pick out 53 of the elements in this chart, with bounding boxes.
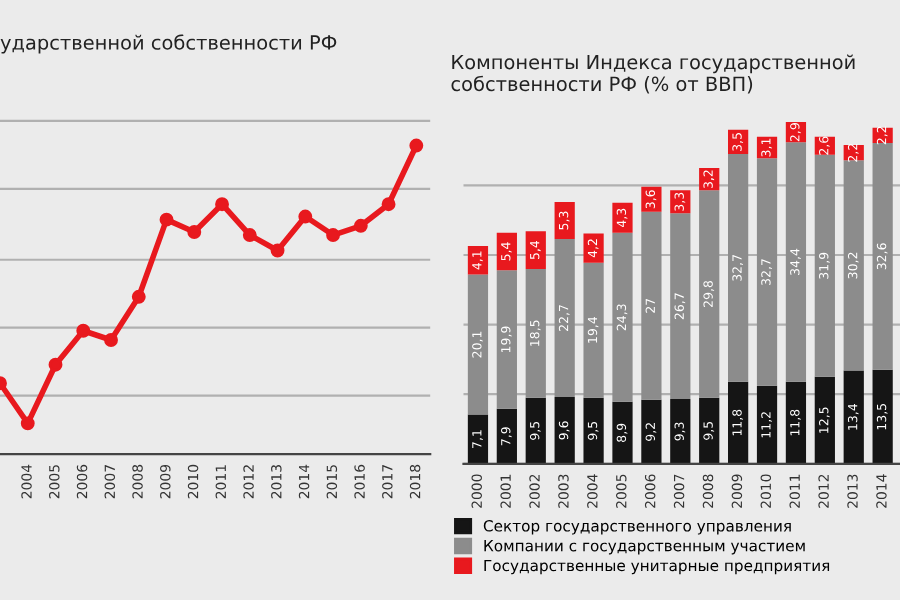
chart-title: Компоненты Индекса государственной собственности РФ (% от ВВП) xyxy=(451,54,855,94)
bar xyxy=(843,370,864,464)
bar xyxy=(641,399,662,464)
bar xyxy=(583,262,604,398)
bar xyxy=(728,381,749,464)
bar xyxy=(525,231,546,269)
point xyxy=(48,357,63,372)
bar xyxy=(670,399,691,464)
bar xyxy=(670,213,691,400)
bar xyxy=(583,233,604,263)
bar xyxy=(843,160,864,371)
point xyxy=(215,197,229,212)
point xyxy=(270,243,285,258)
point xyxy=(326,228,340,243)
point xyxy=(353,218,368,233)
bar xyxy=(699,190,720,398)
point xyxy=(104,333,118,347)
bar xyxy=(814,376,835,464)
bar xyxy=(785,142,807,382)
point xyxy=(20,416,35,431)
bar xyxy=(641,186,662,212)
bar xyxy=(467,414,489,464)
bar xyxy=(641,211,662,400)
bar xyxy=(467,274,489,415)
point xyxy=(76,323,91,338)
bar xyxy=(496,408,517,464)
bar xyxy=(756,385,778,464)
point xyxy=(242,228,257,243)
point xyxy=(159,212,174,227)
bar xyxy=(699,397,720,464)
bar xyxy=(612,401,633,464)
point xyxy=(187,225,202,239)
bar xyxy=(814,154,835,377)
bar xyxy=(872,142,893,370)
bar xyxy=(756,158,778,386)
point xyxy=(381,197,396,212)
point xyxy=(409,138,424,153)
bar xyxy=(525,397,546,464)
bar xyxy=(554,202,575,239)
bar xyxy=(554,238,575,397)
point xyxy=(298,209,313,224)
bar xyxy=(612,202,633,233)
bar xyxy=(583,397,604,464)
bar xyxy=(612,232,633,402)
bar xyxy=(554,396,575,464)
bar xyxy=(496,232,517,271)
bar xyxy=(785,381,807,464)
bar xyxy=(728,154,749,382)
point xyxy=(131,289,146,304)
bar xyxy=(525,268,546,398)
chart-title: ударственной собственности РФ xyxy=(0,34,337,54)
bar xyxy=(872,369,893,464)
bar xyxy=(496,270,517,409)
